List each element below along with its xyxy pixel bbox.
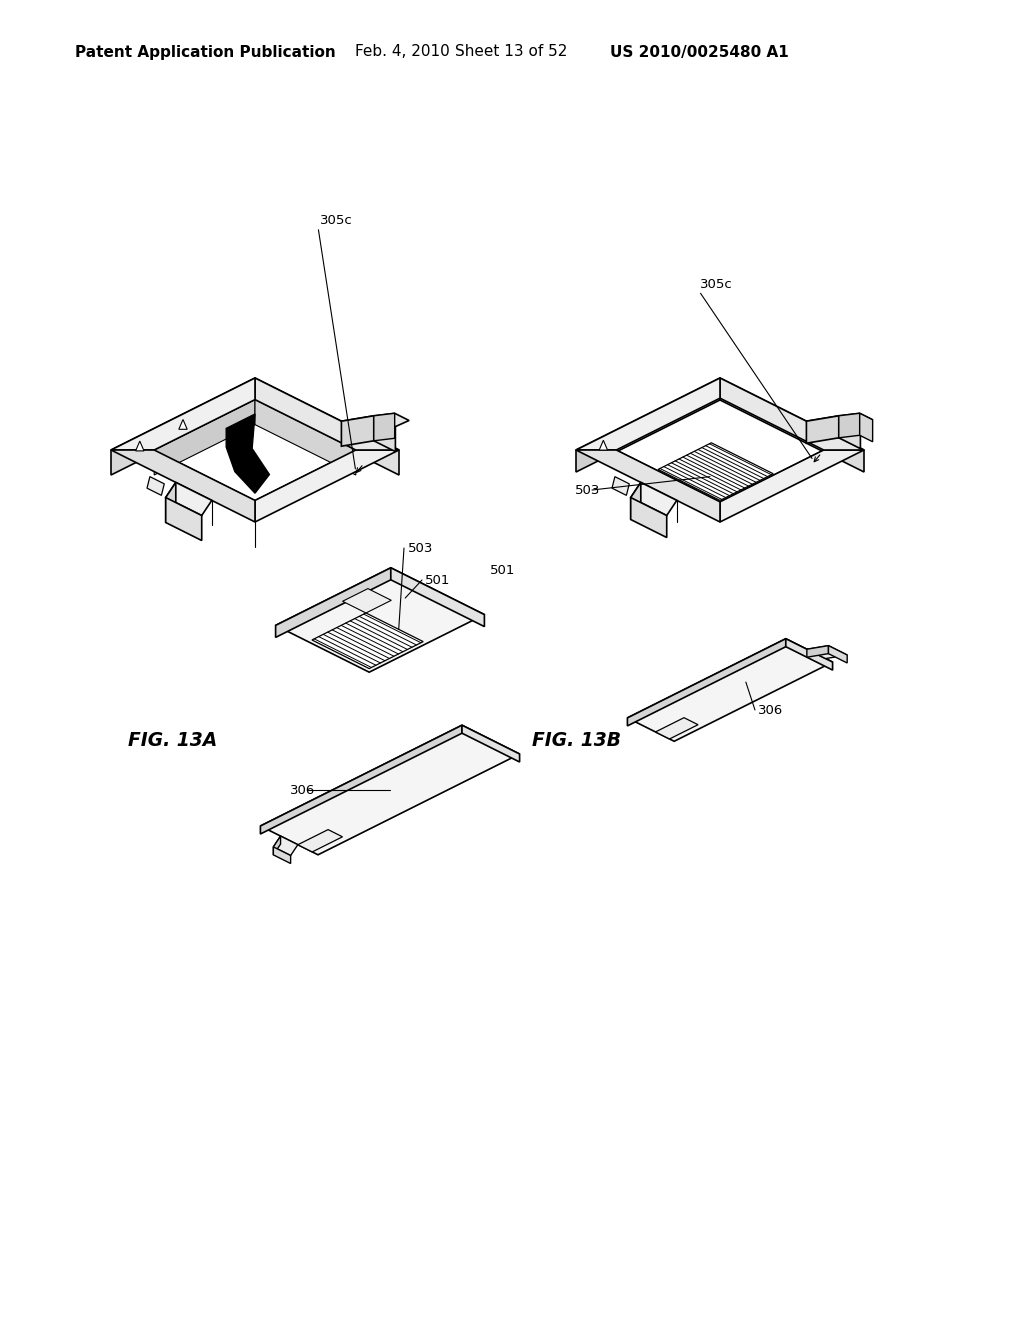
Polygon shape <box>462 725 519 762</box>
Polygon shape <box>273 836 281 855</box>
Polygon shape <box>341 416 395 432</box>
Polygon shape <box>147 477 164 495</box>
Text: 306: 306 <box>758 704 783 717</box>
Polygon shape <box>374 416 395 451</box>
Polygon shape <box>575 378 720 473</box>
Polygon shape <box>807 645 828 657</box>
Polygon shape <box>628 639 833 742</box>
Polygon shape <box>720 378 864 450</box>
Polygon shape <box>599 441 607 450</box>
Polygon shape <box>260 725 519 855</box>
Polygon shape <box>807 416 839 444</box>
Polygon shape <box>273 836 298 855</box>
Polygon shape <box>575 450 720 521</box>
Polygon shape <box>341 416 374 446</box>
Polygon shape <box>839 416 860 449</box>
Polygon shape <box>343 589 391 612</box>
Polygon shape <box>312 612 423 669</box>
Text: 503: 503 <box>408 541 433 554</box>
Text: US 2010/0025480 A1: US 2010/0025480 A1 <box>610 45 788 59</box>
Polygon shape <box>860 413 872 442</box>
Polygon shape <box>255 378 399 475</box>
Polygon shape <box>273 847 291 863</box>
Polygon shape <box>255 450 399 521</box>
Text: 306: 306 <box>290 784 315 796</box>
Text: 305c: 305c <box>700 279 733 292</box>
Polygon shape <box>135 441 144 451</box>
Polygon shape <box>612 477 630 495</box>
Text: 501: 501 <box>425 573 451 586</box>
Polygon shape <box>255 378 399 450</box>
Polygon shape <box>275 568 391 638</box>
Polygon shape <box>179 420 187 429</box>
Text: 305c: 305c <box>319 214 352 227</box>
Polygon shape <box>374 413 409 426</box>
Polygon shape <box>391 568 484 627</box>
Polygon shape <box>155 400 255 475</box>
Polygon shape <box>631 498 667 537</box>
Polygon shape <box>631 482 641 520</box>
Text: Patent Application Publication: Patent Application Publication <box>75 45 336 59</box>
Polygon shape <box>226 414 269 494</box>
Polygon shape <box>628 639 785 726</box>
Polygon shape <box>111 450 255 521</box>
Polygon shape <box>155 400 355 500</box>
Text: 501: 501 <box>490 564 515 577</box>
Polygon shape <box>839 413 860 438</box>
Polygon shape <box>111 378 255 450</box>
Polygon shape <box>631 482 677 516</box>
Polygon shape <box>275 568 484 672</box>
Polygon shape <box>111 378 255 475</box>
Polygon shape <box>658 442 773 500</box>
Polygon shape <box>720 378 864 473</box>
Polygon shape <box>166 498 202 540</box>
Polygon shape <box>374 413 394 441</box>
Polygon shape <box>298 829 342 851</box>
Polygon shape <box>720 450 864 521</box>
Polygon shape <box>255 400 355 475</box>
Text: Sheet 13 of 52: Sheet 13 of 52 <box>455 45 567 59</box>
Polygon shape <box>785 639 833 671</box>
Text: Feb. 4, 2010: Feb. 4, 2010 <box>355 45 450 59</box>
Polygon shape <box>828 645 847 663</box>
Polygon shape <box>839 413 872 426</box>
Text: FIG. 13A: FIG. 13A <box>128 730 217 750</box>
Polygon shape <box>166 482 176 523</box>
Text: FIG. 13B: FIG. 13B <box>532 730 621 750</box>
Polygon shape <box>655 718 698 739</box>
Polygon shape <box>807 416 860 432</box>
Text: 503: 503 <box>575 483 600 496</box>
Polygon shape <box>166 482 212 516</box>
Polygon shape <box>807 645 847 659</box>
Polygon shape <box>616 399 823 502</box>
Polygon shape <box>575 378 720 450</box>
Polygon shape <box>260 725 462 834</box>
